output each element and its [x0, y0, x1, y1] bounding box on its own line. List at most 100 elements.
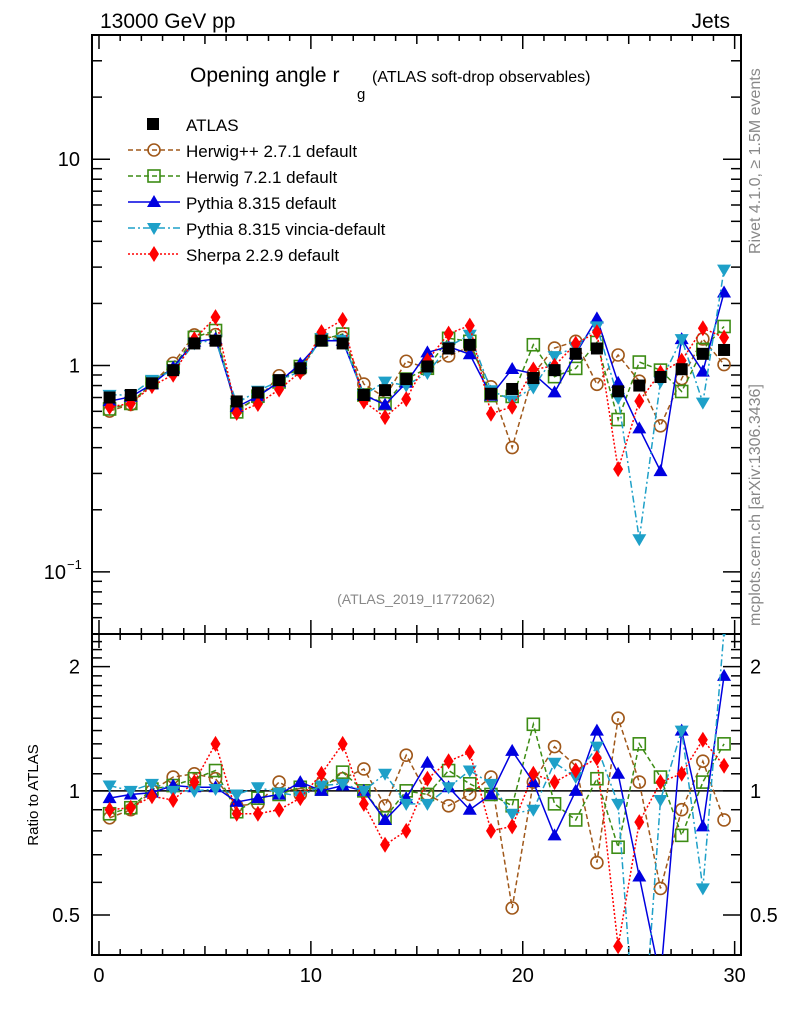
ratio-y-tick-label: 1 — [69, 781, 80, 803]
ratio-y-tick-label: 0.5 — [52, 905, 80, 927]
series-point — [613, 461, 624, 478]
ratio-series-point — [358, 795, 369, 812]
ratio-series-point — [229, 789, 244, 802]
ratio-series-point — [293, 775, 308, 788]
series-point — [570, 335, 581, 352]
series-point — [505, 361, 520, 374]
ratio-series-point — [123, 785, 138, 798]
ratio-series-point — [380, 836, 391, 853]
series-point — [231, 404, 242, 421]
series-point — [420, 345, 435, 358]
ratio-series-point — [547, 797, 562, 811]
ratio-series-point — [674, 802, 689, 817]
y-tick-label-exponent: −1 — [67, 557, 82, 572]
ratio-series-point — [316, 765, 327, 782]
series-line — [109, 269, 725, 540]
ratio-series-point — [420, 755, 435, 768]
data-point — [230, 395, 243, 408]
series-3 — [102, 264, 732, 547]
header-energy-label: 13000 GeV pp — [100, 10, 235, 33]
data-point — [167, 364, 180, 377]
ratio-series-0 — [102, 711, 731, 915]
ratio-series-line — [109, 675, 725, 955]
series-point — [589, 311, 604, 324]
series-point — [611, 412, 625, 427]
ratio-series-point — [378, 768, 393, 781]
ratio-series-point — [549, 774, 560, 791]
ratio-series-point — [591, 750, 602, 767]
ratio-series-point — [102, 791, 117, 804]
ratio-series-point — [441, 798, 456, 813]
x-tick-label: 0 — [93, 965, 104, 987]
ratio-series-point — [295, 790, 306, 807]
ratio-series-point — [483, 778, 498, 791]
series-point — [399, 354, 414, 369]
series-point — [464, 317, 475, 334]
ratio-series-point — [422, 770, 433, 787]
x-tick-label: 10 — [300, 965, 322, 987]
data-point — [336, 337, 349, 350]
series-point — [611, 348, 625, 362]
ratio-series-point — [590, 855, 604, 870]
data-point — [506, 382, 519, 395]
series-point — [462, 329, 477, 342]
data-point — [590, 342, 603, 355]
ratio-series-point — [189, 774, 200, 791]
ratio-y-tick-label-right: 1 — [750, 781, 761, 803]
series-point — [653, 464, 668, 477]
data-point — [421, 360, 434, 373]
data-point — [251, 386, 264, 399]
series-point — [568, 361, 583, 376]
ratio-series-point — [696, 754, 710, 768]
ratio-series-3 — [102, 634, 726, 955]
ratio-series-point — [146, 788, 157, 805]
ratio-series-point — [420, 798, 435, 811]
header-process-label: Jets — [691, 10, 730, 33]
ratio-series-point — [187, 785, 202, 798]
data-point — [400, 373, 413, 386]
ratio-series-point — [590, 771, 604, 786]
series-point — [378, 397, 393, 410]
data-point — [124, 388, 137, 401]
series-point — [590, 377, 604, 392]
data-point — [294, 362, 307, 375]
ratio-y-tick-label-right: 0.5 — [750, 905, 778, 927]
ratio-series-point — [717, 737, 731, 751]
ratio-series-point — [464, 744, 475, 761]
series-point — [717, 357, 731, 372]
ratio-panel-frame — [91, 633, 742, 956]
ratio-series-point — [337, 735, 348, 752]
series-point — [632, 421, 647, 434]
ratio-series-point — [272, 787, 287, 800]
ratio-series-point — [547, 757, 562, 770]
rivet-label: Rivet 4.1.0, ≥ 1.5M events — [747, 68, 764, 254]
series-point — [717, 264, 732, 277]
data-series — [103, 334, 731, 408]
data-point — [357, 388, 370, 401]
ratio-series-point — [589, 723, 604, 736]
ratio-series-point — [653, 795, 668, 808]
ratio-series-point — [272, 775, 286, 789]
data-point — [484, 387, 497, 400]
data-point — [145, 377, 158, 390]
ratio-series-2 — [102, 668, 732, 955]
data-point — [654, 371, 667, 384]
series-point — [697, 320, 708, 337]
ratio-series-point — [378, 812, 393, 825]
ratio-series-point — [462, 802, 477, 815]
legend-label: ATLAS — [186, 116, 239, 135]
ratio-series-point — [208, 763, 223, 778]
ratio-series-point — [168, 792, 179, 809]
ratio-series-point — [125, 799, 136, 816]
ratio-series-point — [632, 869, 647, 882]
ratio-series-point — [462, 765, 477, 778]
series-point — [462, 347, 477, 360]
main-panel-series — [102, 264, 732, 547]
data-point — [188, 337, 201, 350]
data-point — [612, 385, 625, 398]
ratio-y-tick-label: 2 — [69, 657, 80, 679]
ratio-series-point — [485, 822, 496, 839]
ratio-series-point — [695, 883, 710, 896]
ratio-series-point — [674, 828, 689, 843]
ratio-series-point — [697, 731, 708, 748]
